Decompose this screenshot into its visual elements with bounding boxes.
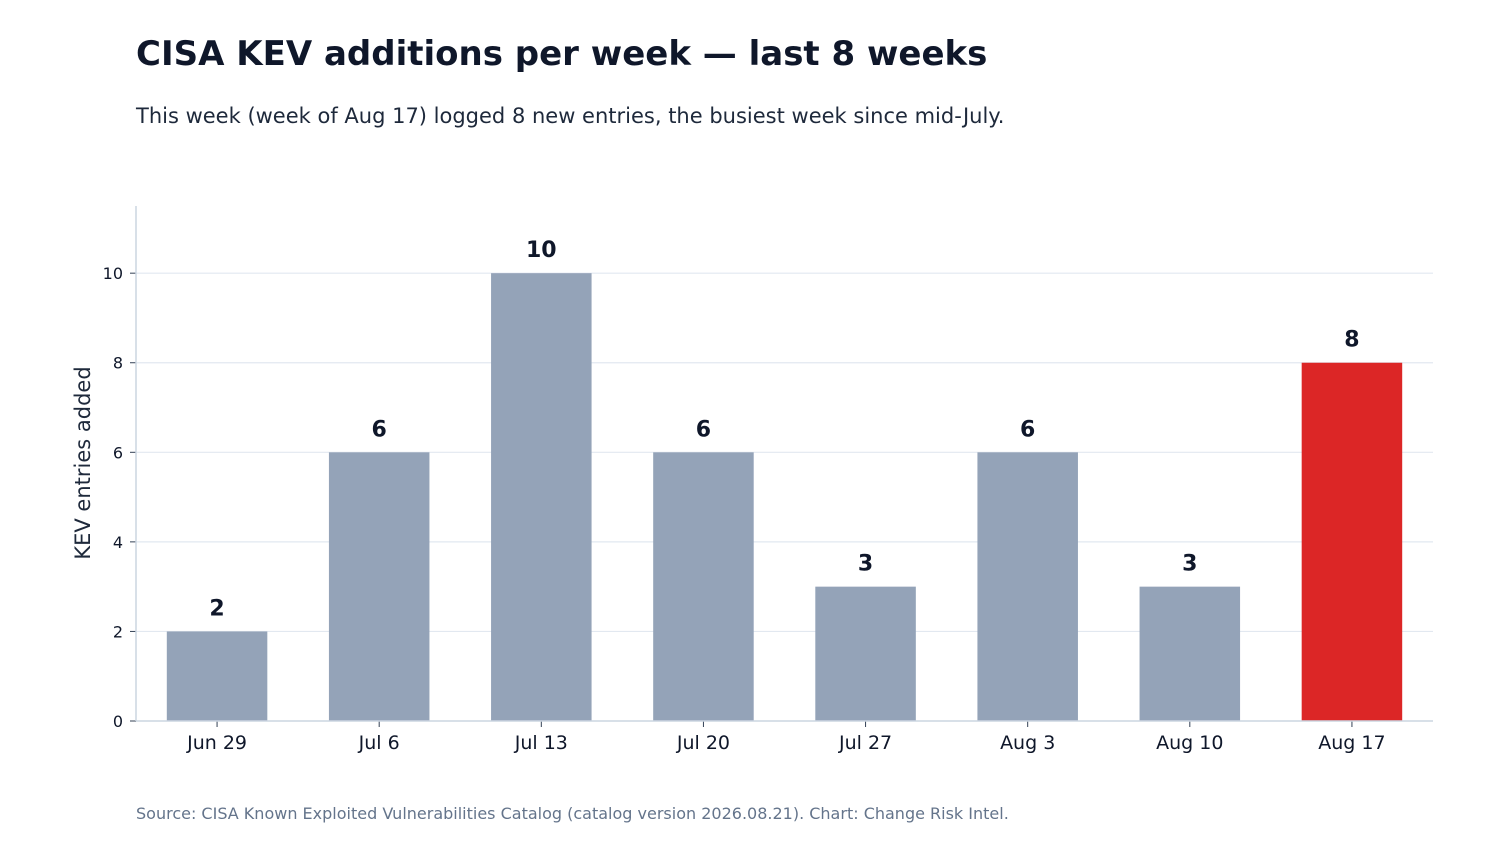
x-tick-label: Jul 27 — [838, 732, 892, 754]
x-tick-label: Aug 10 — [1156, 732, 1223, 754]
bar-value-label: 2 — [209, 596, 224, 621]
bar-value-label: 6 — [372, 417, 387, 442]
bar — [491, 273, 592, 721]
y-tick-label: 4 — [113, 533, 123, 552]
bar-value-label: 8 — [1344, 328, 1359, 353]
y-tick-label: 0 — [113, 712, 123, 731]
bar — [166, 631, 268, 721]
y-tick-label: 6 — [113, 443, 123, 462]
bar — [653, 452, 754, 721]
bar — [815, 586, 916, 721]
bar-value-label: 6 — [1020, 417, 1035, 442]
x-tick-label: Aug 17 — [1318, 732, 1385, 754]
x-tick-label: Aug 3 — [1000, 732, 1055, 754]
bar-value-label: 10 — [526, 238, 557, 263]
bar — [1139, 586, 1241, 721]
bar-value-label: 6 — [696, 417, 711, 442]
chart-source: Source: CISA Known Exploited Vulnerabili… — [136, 804, 1009, 823]
bar — [977, 452, 1078, 721]
y-tick-label: 8 — [113, 354, 123, 373]
chart-subtitle: This week (week of Aug 17) logged 8 new … — [136, 104, 1005, 128]
y-tick-label: 2 — [113, 622, 123, 641]
labels: 0 2 4 6 8 10 2 Jun 29 6 Jul 6 10 Jul 13 6 Jul 20 3 Jul … — [103, 238, 1386, 754]
axes — [130, 206, 1433, 727]
chart-title: CISA KEV additions per week — last 8 wee… — [136, 34, 988, 74]
x-tick-label: Jul 13 — [514, 732, 568, 754]
bar — [328, 452, 430, 721]
bar-value-label: 3 — [858, 552, 873, 577]
bar — [1301, 362, 1403, 721]
y-tick-label: 10 — [103, 264, 123, 283]
x-tick-label: Jul 20 — [676, 732, 730, 754]
y-axis-title: KEV entries added — [71, 366, 95, 559]
bars — [166, 273, 1403, 721]
bar-value-label: 3 — [1182, 552, 1197, 577]
x-tick-label: Jun 29 — [186, 732, 247, 754]
x-tick-label: Jul 6 — [358, 732, 400, 754]
